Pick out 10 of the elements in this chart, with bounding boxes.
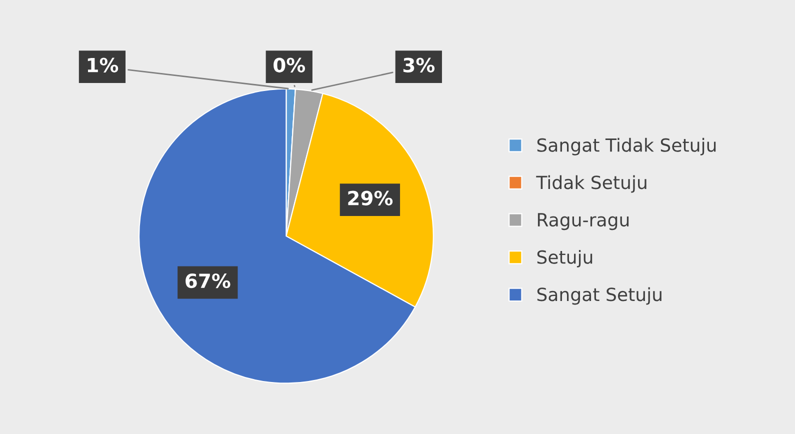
data-label: 67% (186, 273, 230, 288)
legend-label: Ragu-ragu (538, 213, 629, 230)
legend-label: Setuju (537, 250, 592, 268)
legend-label: Tidak Setuju (536, 175, 646, 193)
data-label: 3% (403, 58, 435, 72)
data-label: 29% (348, 190, 393, 206)
legend-label: Sangat Tidak Setuju (537, 138, 716, 156)
legend-label: Sangat Setuju (537, 287, 662, 305)
text: 0% (274, 58, 306, 72)
data-label: 1% (88, 58, 118, 72)
